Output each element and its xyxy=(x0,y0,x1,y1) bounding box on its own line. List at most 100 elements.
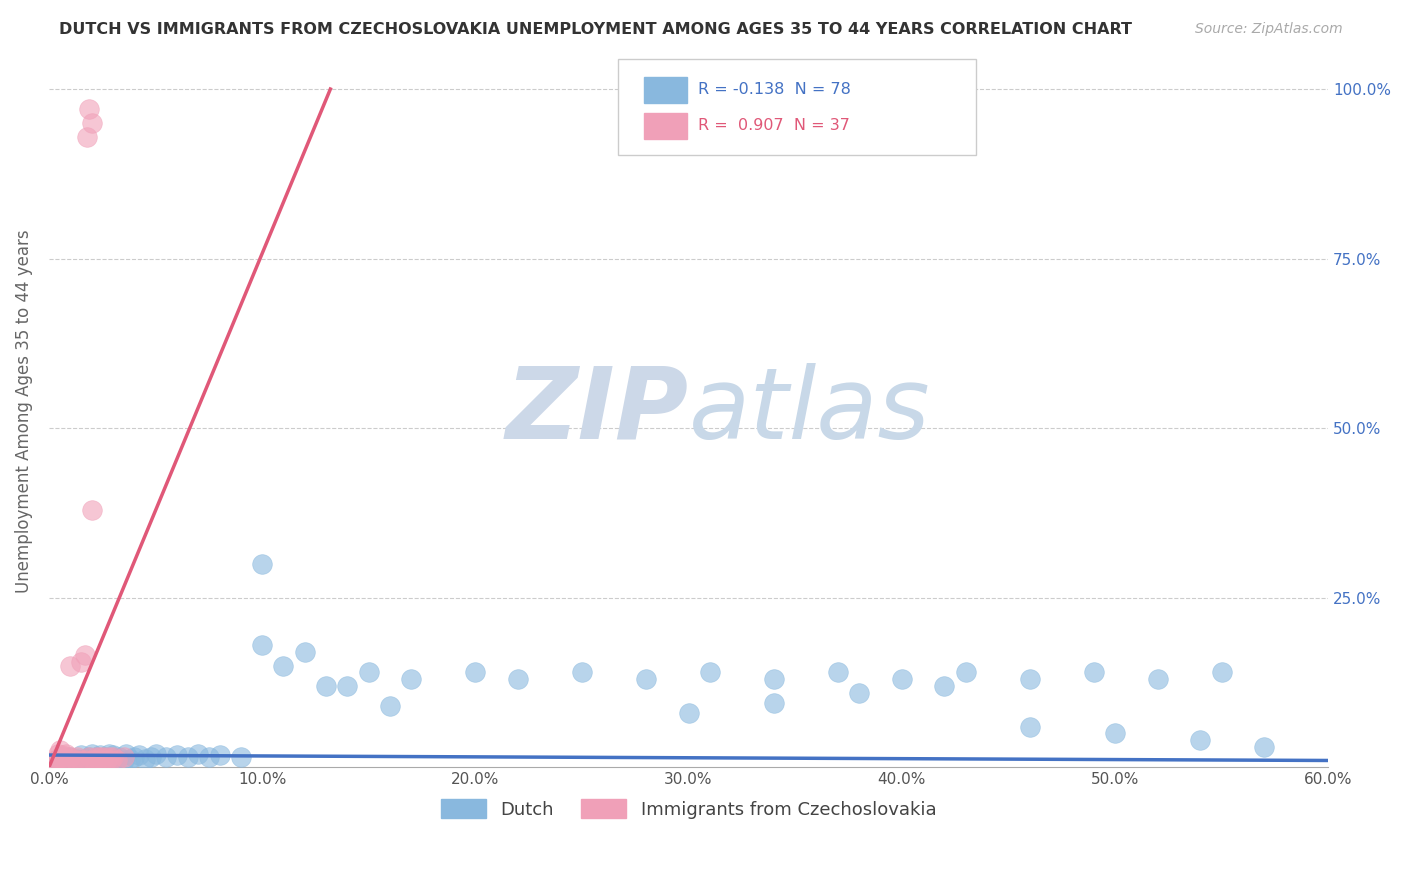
Point xyxy=(145,747,167,761)
Point xyxy=(87,754,110,768)
Point xyxy=(955,665,977,680)
Point xyxy=(890,672,912,686)
Point xyxy=(84,750,107,764)
Legend: Dutch, Immigrants from Czechoslovakia: Dutch, Immigrants from Czechoslovakia xyxy=(433,792,943,826)
Point xyxy=(67,754,90,768)
Point xyxy=(56,754,79,768)
Point xyxy=(83,752,105,766)
Point xyxy=(827,665,849,680)
Point xyxy=(46,752,69,766)
Point xyxy=(76,754,98,768)
Point xyxy=(72,754,94,768)
Point xyxy=(63,754,86,768)
Point xyxy=(79,750,101,764)
Point xyxy=(634,672,657,686)
Point xyxy=(934,679,956,693)
Point xyxy=(762,696,785,710)
Point xyxy=(105,752,128,766)
Point xyxy=(80,116,103,130)
Text: ZIP: ZIP xyxy=(506,363,689,459)
Point xyxy=(96,754,118,768)
Point xyxy=(59,755,82,769)
Point xyxy=(80,747,103,761)
Point xyxy=(93,750,115,764)
Text: DUTCH VS IMMIGRANTS FROM CZECHOSLOVAKIA UNEMPLOYMENT AMONG AGES 35 TO 44 YEARS C: DUTCH VS IMMIGRANTS FROM CZECHOSLOVAKIA … xyxy=(59,22,1132,37)
Point xyxy=(357,665,380,680)
Point xyxy=(155,750,177,764)
Point xyxy=(699,665,721,680)
Point xyxy=(101,750,124,764)
Point xyxy=(48,750,70,764)
Point xyxy=(141,750,163,764)
Point xyxy=(89,750,111,764)
Point xyxy=(80,502,103,516)
Point xyxy=(83,754,105,768)
Point xyxy=(273,658,295,673)
Point xyxy=(134,752,156,766)
Point xyxy=(93,750,115,764)
Point xyxy=(70,754,93,768)
Point xyxy=(114,747,136,761)
Point xyxy=(87,754,110,768)
Point xyxy=(51,747,73,762)
Point xyxy=(55,756,77,770)
Point xyxy=(1189,733,1212,747)
Point xyxy=(79,103,101,117)
Point xyxy=(1083,665,1105,680)
Point xyxy=(46,756,69,771)
Point xyxy=(100,754,122,768)
Point xyxy=(59,750,82,764)
Point xyxy=(79,750,101,764)
Text: Source: ZipAtlas.com: Source: ZipAtlas.com xyxy=(1195,22,1343,37)
Point xyxy=(208,747,231,762)
Point xyxy=(76,754,98,768)
Point xyxy=(101,754,124,768)
Point xyxy=(336,679,359,693)
Point xyxy=(112,754,135,768)
Point xyxy=(55,755,77,769)
Point xyxy=(63,754,86,768)
Text: R = -0.138  N = 78: R = -0.138 N = 78 xyxy=(697,82,851,97)
Point xyxy=(75,648,97,663)
Point xyxy=(250,638,273,652)
Point xyxy=(51,754,73,768)
Point xyxy=(70,747,93,762)
Point xyxy=(198,750,221,764)
Point xyxy=(122,750,145,764)
Point xyxy=(66,750,89,764)
Text: R =  0.907  N = 37: R = 0.907 N = 37 xyxy=(697,118,849,133)
Point xyxy=(48,750,70,764)
Point xyxy=(76,129,98,144)
Point xyxy=(108,750,131,764)
Point xyxy=(52,752,75,766)
Point xyxy=(59,750,82,764)
Point xyxy=(44,754,66,768)
Point xyxy=(187,747,209,761)
Point xyxy=(848,686,870,700)
Point xyxy=(166,747,188,762)
Point xyxy=(70,655,93,669)
FancyBboxPatch shape xyxy=(619,59,976,155)
Point xyxy=(250,557,273,571)
Point xyxy=(91,752,114,766)
Point xyxy=(48,754,70,768)
Point xyxy=(42,756,65,771)
Point xyxy=(84,750,107,764)
Point xyxy=(401,672,423,686)
Point xyxy=(89,747,111,762)
Point xyxy=(44,755,66,769)
Point xyxy=(80,755,103,769)
Point xyxy=(101,747,124,762)
Point xyxy=(91,754,114,768)
Point xyxy=(1104,726,1126,740)
Point xyxy=(1018,720,1040,734)
Point xyxy=(51,755,73,769)
Point xyxy=(52,750,75,764)
Point xyxy=(59,658,82,673)
Point xyxy=(97,747,120,761)
Point xyxy=(67,754,90,768)
Point xyxy=(105,754,128,768)
Point xyxy=(506,672,529,686)
Point xyxy=(96,754,118,768)
Point xyxy=(464,665,486,680)
